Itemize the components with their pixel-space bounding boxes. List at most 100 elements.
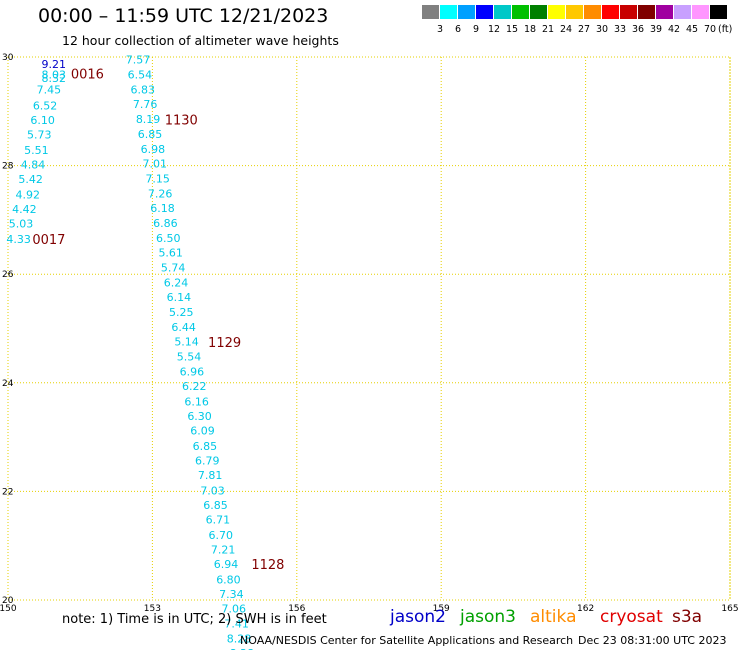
wave-height-value: 6.18 xyxy=(150,202,175,215)
wave-height-value: 6.86 xyxy=(153,217,178,230)
legend-unit: (ft) xyxy=(718,24,733,35)
legend-label: 15 xyxy=(505,24,519,35)
legend-swatch xyxy=(548,5,565,19)
pass-time-label: 1130 xyxy=(165,113,198,128)
wave-height-value: 5.73 xyxy=(27,129,52,142)
legend-label: 18 xyxy=(523,24,537,35)
legend-swatch xyxy=(602,5,619,19)
legend-label: 45 xyxy=(685,24,699,35)
wave-height-value: 6.16 xyxy=(184,395,209,408)
wave-height-value: 7.03 xyxy=(200,484,225,497)
lon-tick-label: 153 xyxy=(144,604,161,614)
wave-height-value: 4.33 xyxy=(6,233,31,246)
wave-height-value: 6.54 xyxy=(128,68,153,81)
wave-height-value: 7.57 xyxy=(126,54,151,67)
wave-height-value: 7.01 xyxy=(143,157,168,170)
legend-swatch xyxy=(476,5,493,19)
pass-time-label: 0016 xyxy=(71,67,104,82)
pass-time-labels: 001600171130112911281127 xyxy=(32,67,284,573)
wave-height-value: 5.74 xyxy=(161,262,186,275)
axis-ticks: 150 153 156 159 162 165 30 28 26 24 22 20 xyxy=(0,53,739,614)
wave-height-value: 6.80 xyxy=(216,573,241,586)
wave-height-value: 8.28 xyxy=(230,647,255,650)
legend-label: 27 xyxy=(577,24,591,35)
legend-swatch xyxy=(422,5,439,19)
legend-swatch xyxy=(656,5,673,19)
footer-credit: NOAA/NESDIS Center for Satellite Applica… xyxy=(240,634,574,647)
wave-height-value: 5.51 xyxy=(24,144,49,157)
pass-time-label: 1129 xyxy=(208,336,241,351)
pass-time-label: 1128 xyxy=(251,558,284,573)
legend-label: 24 xyxy=(559,24,573,35)
wave-height-value: 6.14 xyxy=(167,291,192,304)
wave-height-value: 9.21 xyxy=(41,58,66,71)
legend-label: 6 xyxy=(454,24,462,35)
lon-tick-label: 162 xyxy=(577,604,594,614)
legend-label: 70 xyxy=(703,24,717,35)
legend-label: 3 xyxy=(436,24,444,35)
wave-height-value: 7.21 xyxy=(211,544,236,557)
wave-height-value: 6.71 xyxy=(206,514,231,527)
wave-height-value: 6.10 xyxy=(30,114,55,127)
wave-height-value: 4.92 xyxy=(15,188,40,201)
map-frame xyxy=(7,56,731,601)
wave-height-value: 6.50 xyxy=(156,232,181,245)
footer-note: note: 1) Time is in UTC; 2) SWH is in fe… xyxy=(62,612,327,627)
wave-height-value: 4.84 xyxy=(21,159,46,172)
wave-height-value: 6.44 xyxy=(171,321,196,334)
wave-height-value: 6.85 xyxy=(203,499,228,512)
lat-tick-label: 28 xyxy=(2,162,14,172)
legend-label: 36 xyxy=(631,24,645,35)
wave-height-value: 5.25 xyxy=(169,306,194,319)
legend-swatch xyxy=(584,5,601,19)
wave-height-value: 6.09 xyxy=(190,425,215,438)
legend-swatch xyxy=(530,5,547,19)
legend-swatch xyxy=(692,5,709,19)
map-grid xyxy=(7,56,731,601)
legend-swatch xyxy=(440,5,457,19)
satellite-jason3: jason3 xyxy=(460,607,516,627)
legend-swatch xyxy=(494,5,511,19)
map-subtitle: 12 hour collection of altimeter wave hei… xyxy=(62,33,339,48)
wave-height-value: 5.54 xyxy=(177,351,202,364)
lat-tick-label: 30 xyxy=(2,53,14,63)
wave-height-value: 6.85 xyxy=(138,128,163,141)
wave-height-value: 5.61 xyxy=(158,246,183,259)
wave-height-value: 6.98 xyxy=(141,143,166,156)
wave-height-value: 6.83 xyxy=(131,84,156,97)
lon-tick-label: 150 xyxy=(0,604,17,614)
wave-height-value: 6.94 xyxy=(214,558,239,571)
lat-tick-label: 26 xyxy=(2,270,14,280)
wave-height-value: 6.22 xyxy=(182,380,207,393)
wave-height-value: 7.15 xyxy=(145,173,170,186)
satellite-s3a: s3a xyxy=(672,607,703,627)
wave-height-value: 6.30 xyxy=(187,410,212,423)
wave-height-value: 5.42 xyxy=(18,173,43,186)
legend-label: 42 xyxy=(667,24,681,35)
legend-swatch xyxy=(458,5,475,19)
legend-swatch xyxy=(566,5,583,19)
wave-height-value: 7.06 xyxy=(221,603,246,616)
pass-time-label: 0017 xyxy=(32,233,65,248)
wave-height-value: 6.96 xyxy=(180,365,205,378)
legend-swatch xyxy=(638,5,655,19)
wave-height-values: 9.218.038.327.45 6.52 6.10 5.73 5.51 4.845.42… xyxy=(6,54,255,650)
wave-height-value: 8.03 xyxy=(41,68,66,81)
wave-height-value: 7.45 xyxy=(37,84,62,97)
map-title: 00:00 – 11:59 UTC 12/21/2023 xyxy=(38,5,329,27)
wave-height-value: 6.24 xyxy=(164,276,189,289)
lat-tick-label: 20 xyxy=(2,596,14,606)
lon-tick-label: 159 xyxy=(433,604,450,614)
wave-height-value: 7.26 xyxy=(148,187,173,200)
wave-height-value: 5.03 xyxy=(9,218,34,231)
wave-height-value: 7.81 xyxy=(198,469,223,482)
legend-label: 21 xyxy=(541,24,555,35)
legend-swatch xyxy=(710,5,727,19)
legend-label: 33 xyxy=(613,24,627,35)
wave-height-value: 5.14 xyxy=(174,336,199,349)
legend-label: 9 xyxy=(472,24,480,35)
legend-swatch xyxy=(512,5,529,19)
legend-label: 12 xyxy=(487,24,501,35)
lat-tick-label: 24 xyxy=(2,379,14,389)
legend-swatch xyxy=(674,5,691,19)
